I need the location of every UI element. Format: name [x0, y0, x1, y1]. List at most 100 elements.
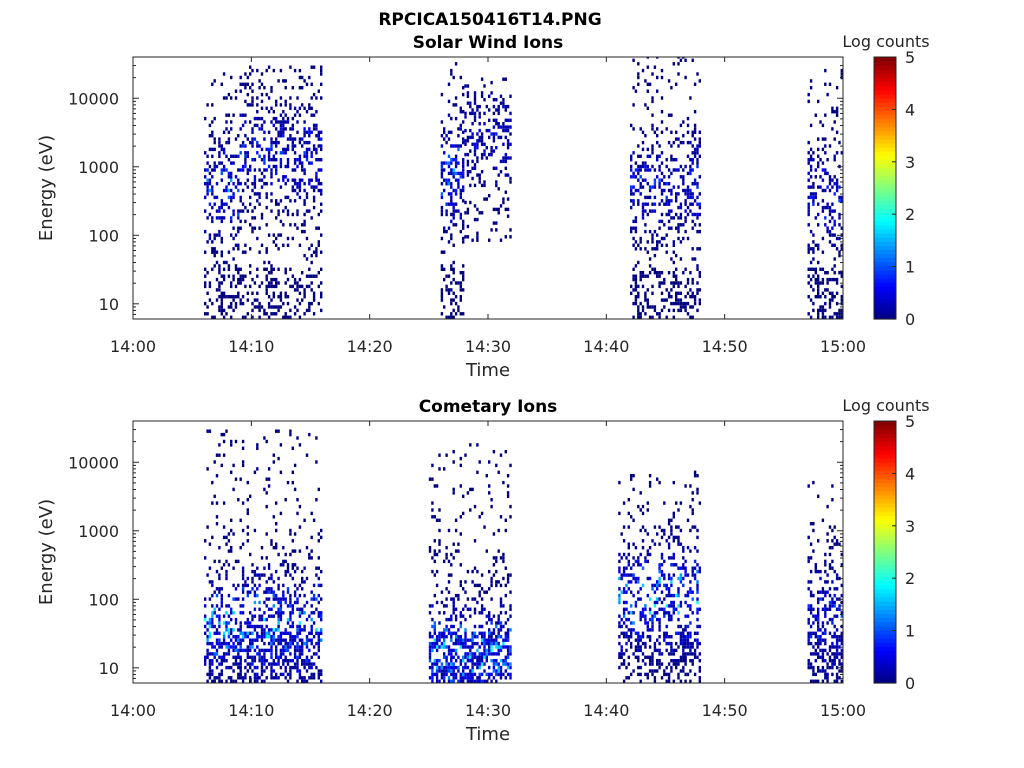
- heatmap-cell: [431, 604, 434, 608]
- heatmap-cell: [211, 120, 214, 124]
- heatmap-cell: [320, 617, 323, 622]
- heatmap-cell: [630, 645, 633, 649]
- heatmap-cell: [222, 274, 226, 278]
- heatmap-cell: [819, 295, 822, 299]
- heatmap-cell: [275, 652, 278, 656]
- heatmap-cell: [492, 149, 496, 153]
- heatmap-cell: [672, 240, 675, 244]
- heatmap-cell: [488, 460, 491, 464]
- heatmap-cell: [648, 607, 652, 611]
- heatmap-cell: [289, 528, 292, 533]
- heatmap-cell: [253, 648, 257, 653]
- heatmap-cell: [807, 607, 810, 611]
- heatmap-cell: [260, 216, 264, 220]
- heatmap-cell: [480, 170, 484, 174]
- heatmap-cell: [272, 659, 275, 663]
- heatmap-cell: [222, 432, 226, 437]
- heatmap-cell: [838, 645, 841, 649]
- heatmap-cell: [275, 672, 278, 677]
- heatmap-cell: [686, 312, 690, 316]
- heatmap-cell: [679, 600, 683, 605]
- heatmap-cell: [204, 301, 207, 306]
- heatmap-cell: [275, 164, 278, 169]
- heatmap-cell: [312, 274, 316, 278]
- heatmap-cell: [835, 86, 839, 90]
- heatmap-cell: [308, 274, 311, 278]
- heatmap-cell: [667, 593, 671, 598]
- heatmap-cell: [462, 130, 465, 134]
- heatmap-cell: [665, 665, 668, 670]
- heatmap-cell: [277, 628, 280, 632]
- heatmap-cell: [814, 614, 817, 618]
- heatmap-cell: [440, 144, 444, 148]
- heatmap-cell: [251, 99, 254, 104]
- heatmap-cell: [637, 82, 640, 86]
- heatmap-cell: [476, 600, 479, 605]
- heatmap-cell: [634, 288, 638, 292]
- heatmap-cell: [445, 669, 448, 673]
- heatmap-cell: [667, 576, 671, 581]
- heatmap-cell: [277, 429, 280, 433]
- heatmap-cell: [230, 518, 233, 522]
- heatmap-cell: [660, 219, 664, 224]
- heatmap-cell: [253, 185, 257, 189]
- heatmap-cell: [667, 614, 671, 618]
- heatmap-cell: [293, 532, 297, 536]
- heatmap-cell: [464, 115, 467, 119]
- heatmap-cell: [234, 655, 238, 659]
- heatmap-cell: [651, 614, 654, 618]
- heatmap-cell: [450, 288, 453, 292]
- heatmap-cell: [835, 614, 839, 618]
- heatmap-cell: [469, 645, 472, 649]
- heatmap-cell: [693, 137, 697, 141]
- heatmap-cell: [296, 566, 299, 570]
- heatmap-cell: [265, 597, 268, 601]
- heatmap-cell: [648, 82, 652, 86]
- heatmap-cell: [265, 205, 268, 210]
- heatmap-cell: [828, 552, 832, 557]
- heatmap-cell: [499, 600, 503, 605]
- heatmap-cell: [670, 556, 673, 560]
- heatmap-cell: [682, 566, 685, 570]
- heatmap-cell: [495, 108, 498, 112]
- heatmap-cell: [272, 460, 275, 464]
- heatmap-cell: [440, 175, 444, 179]
- heatmap-cell: [492, 676, 496, 680]
- heatmap-cell: [284, 312, 287, 316]
- heatmap-cell: [630, 158, 633, 162]
- colorbar-step: [874, 425, 896, 430]
- heatmap-cell: [478, 593, 481, 598]
- heatmap-cell: [691, 158, 694, 162]
- heatmap-cell: [459, 106, 462, 110]
- heatmap-cell: [286, 631, 290, 635]
- heatmap-cell: [291, 549, 294, 553]
- heatmap-cell: [459, 75, 462, 80]
- heatmap-cell: [258, 168, 261, 172]
- heatmap-cell: [253, 158, 257, 162]
- heatmap-cell: [663, 305, 666, 309]
- heatmap-cell: [305, 82, 309, 86]
- heatmap-cell: [462, 614, 465, 618]
- heatmap-cell: [227, 113, 231, 117]
- heatmap-cell: [495, 228, 498, 232]
- heatmap-cell: [320, 569, 323, 574]
- heatmap-cell: [682, 168, 685, 172]
- colorbar-step: [874, 245, 896, 250]
- heatmap-cell: [296, 600, 299, 605]
- heatmap-cell: [826, 539, 829, 543]
- heatmap-cell: [315, 171, 318, 176]
- heatmap-cell: [658, 274, 661, 278]
- heatmap-cell: [691, 641, 694, 646]
- heatmap-cell: [320, 638, 323, 642]
- heatmap-cell: [665, 587, 668, 591]
- heatmap-cell: [632, 301, 635, 306]
- heatmap-cell: [471, 672, 474, 677]
- heatmap-cell: [244, 621, 247, 625]
- heatmap-cell: [693, 573, 697, 577]
- heatmap-cell: [246, 621, 249, 625]
- heatmap-cell: [443, 665, 446, 670]
- heatmap-cell: [466, 84, 470, 88]
- heatmap-cell: [291, 284, 294, 289]
- heatmap-cell: [480, 94, 484, 98]
- heatmap-cell: [263, 168, 266, 172]
